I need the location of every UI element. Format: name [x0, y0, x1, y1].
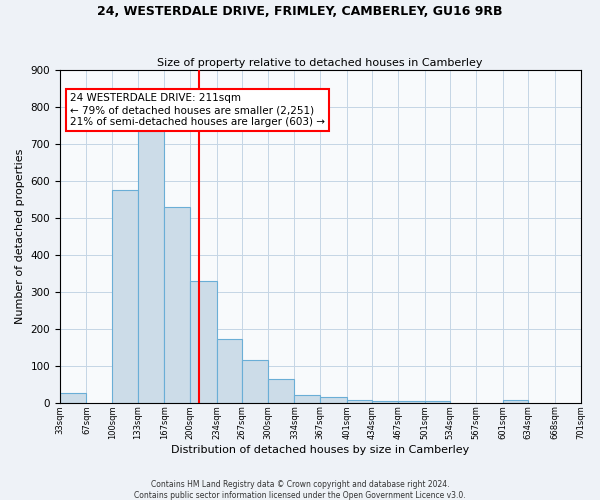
Bar — [217, 339, 242, 402]
Bar — [503, 400, 528, 402]
Bar — [398, 401, 425, 402]
X-axis label: Distribution of detached houses by size in Camberley: Distribution of detached houses by size … — [171, 445, 469, 455]
Title: Size of property relative to detached houses in Camberley: Size of property relative to detached ho… — [157, 58, 483, 68]
Bar — [164, 207, 190, 402]
Bar — [242, 360, 268, 403]
Bar — [295, 394, 320, 402]
Text: 24 WESTERDALE DRIVE: 211sqm
← 79% of detached houses are smaller (2,251)
21% of : 24 WESTERDALE DRIVE: 211sqm ← 79% of det… — [70, 94, 325, 126]
Bar — [60, 392, 86, 402]
Y-axis label: Number of detached properties: Number of detached properties — [15, 148, 25, 324]
Text: 24, WESTERDALE DRIVE, FRIMLEY, CAMBERLEY, GU16 9RB: 24, WESTERDALE DRIVE, FRIMLEY, CAMBERLEY… — [97, 5, 503, 18]
Bar — [320, 397, 347, 402]
Bar — [373, 401, 398, 402]
Bar — [425, 401, 451, 402]
Bar — [347, 400, 373, 402]
Text: Contains HM Land Registry data © Crown copyright and database right 2024.
Contai: Contains HM Land Registry data © Crown c… — [134, 480, 466, 500]
Bar — [268, 378, 295, 402]
Bar — [190, 281, 217, 402]
Bar — [112, 190, 138, 402]
Bar — [138, 131, 164, 402]
